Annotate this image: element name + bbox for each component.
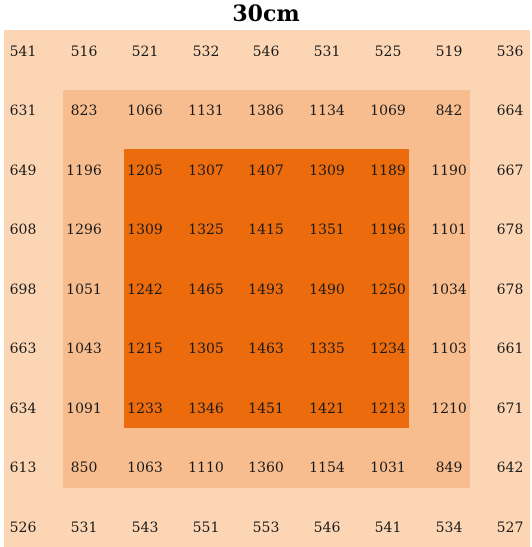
grid-cell: 553: [252, 520, 280, 536]
figure-title: 30cm: [232, 1, 300, 27]
grid-cell: 1154: [309, 460, 345, 476]
grid-cell: 1110: [188, 460, 224, 476]
grid-cell: 1233: [127, 401, 163, 417]
grid-cell: 1242: [127, 282, 163, 298]
grid-cell: 1101: [431, 222, 467, 238]
grid-cell: 634: [9, 401, 37, 417]
grid-cell: 527: [496, 520, 524, 536]
grid-cell: 546: [252, 44, 280, 60]
grid-cell: 1325: [188, 222, 224, 238]
grid-cell: 1309: [309, 163, 345, 179]
grid-cell: 1196: [370, 222, 406, 238]
grid-cell: 1415: [248, 222, 284, 238]
grid-cell: 543: [131, 520, 159, 536]
grid-cell: 678: [496, 282, 524, 298]
grid-cell: 1307: [188, 163, 224, 179]
grid-cell: 531: [70, 520, 98, 536]
grid-cell: 521: [131, 44, 159, 60]
grid-cell: 1066: [127, 103, 163, 119]
grid-cell: 1103: [431, 341, 467, 357]
grid-cell: 1451: [248, 401, 284, 417]
grid-cell: 1493: [248, 282, 284, 298]
grid-cell: 1346: [188, 401, 224, 417]
grid-cell: 519: [435, 44, 463, 60]
grid-cell: 664: [496, 103, 524, 119]
grid-cell: 526: [9, 520, 37, 536]
grid-cell: 531: [313, 44, 341, 60]
grid-cell: 631: [9, 103, 37, 119]
grid-cell: 663: [9, 341, 37, 357]
inner-zone: [124, 149, 409, 428]
grid-cell: 1386: [248, 103, 284, 119]
grid-cell: 1421: [309, 401, 345, 417]
grid-cell: 1034: [431, 282, 467, 298]
grid-cell: 541: [374, 520, 402, 536]
grid-cell: 1051: [66, 282, 102, 298]
grid-cell: 842: [435, 103, 463, 119]
grid-cell: 541: [9, 44, 37, 60]
grid-cell: 671: [496, 401, 524, 417]
grid-cell: 608: [9, 222, 37, 238]
grid-cell: 1215: [127, 341, 163, 357]
grid-cell: 1213: [370, 401, 406, 417]
grid-cell: 1043: [66, 341, 102, 357]
grid-cell: 536: [496, 44, 524, 60]
grid-cell: 534: [435, 520, 463, 536]
grid-cell: 850: [70, 460, 98, 476]
grid-cell: 1407: [248, 163, 284, 179]
grid-cell: 1134: [309, 103, 345, 119]
grid-cell: 698: [9, 282, 37, 298]
grid-cell: 678: [496, 222, 524, 238]
grid-cell: 1351: [309, 222, 345, 238]
grid-cell: 1031: [370, 460, 406, 476]
grid-cell: 551: [192, 520, 220, 536]
grid-cell: 1335: [309, 341, 345, 357]
grid-cell: 1196: [66, 163, 102, 179]
grid-cell: 1463: [248, 341, 284, 357]
grid-cell: 1205: [127, 163, 163, 179]
grid-cell: 1465: [188, 282, 224, 298]
grid-cell: 1063: [127, 460, 163, 476]
grid-cell: 1210: [431, 401, 467, 417]
grid-cell: 849: [435, 460, 463, 476]
grid-cell: 1069: [370, 103, 406, 119]
grid-cell: 1091: [66, 401, 102, 417]
grid-cell: 1190: [431, 163, 467, 179]
grid-cell: 642: [496, 460, 524, 476]
grid-cell: 1131: [188, 103, 224, 119]
grid-cell: 613: [9, 460, 37, 476]
grid-cell: 1296: [66, 222, 102, 238]
grid-cell: 1189: [370, 163, 406, 179]
grid-cell: 1250: [370, 282, 406, 298]
grid-cell: 649: [9, 163, 37, 179]
grid-cell: 1234: [370, 341, 406, 357]
grid-cell: 1360: [248, 460, 284, 476]
grid-cell: 1305: [188, 341, 224, 357]
grid-cell: 516: [70, 44, 98, 60]
grid-cell: 823: [70, 103, 98, 119]
grid-cell: 661: [496, 341, 524, 357]
grid-cell: 1490: [309, 282, 345, 298]
grid-cell: 546: [313, 520, 341, 536]
grid-cell: 1309: [127, 222, 163, 238]
grid-cell: 532: [192, 44, 220, 60]
grid-cell: 525: [374, 44, 402, 60]
grid-cell: 667: [496, 163, 524, 179]
